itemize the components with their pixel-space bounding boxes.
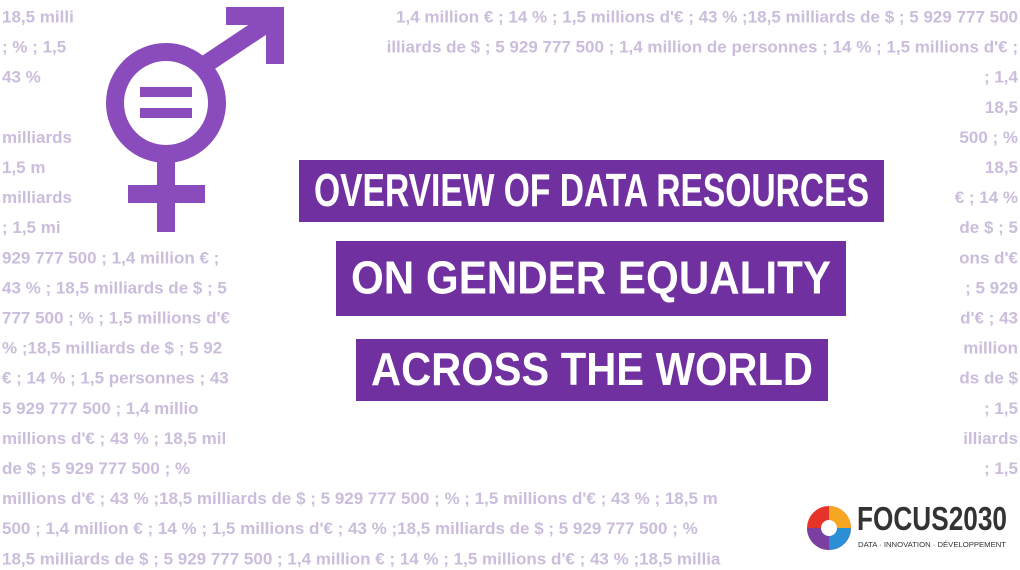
title-box [356, 339, 828, 401]
bg-text-left: 1,5 m [2, 158, 45, 177]
bg-text-left: 777 500 ; % ; 1,5 millions d'€ [2, 308, 231, 327]
bg-text-right: ; 5 929 [965, 278, 1018, 297]
bg-text-right: ; 1,5 [984, 459, 1018, 478]
bg-text-left: 18,5 milli [2, 7, 74, 26]
bg-text-right: illiards [963, 429, 1018, 448]
bg-text-left: ; 1,5 mi [2, 218, 61, 237]
bg-text-right: 1,4 million € ; 14 % ; 1,5 millions d'€ … [396, 7, 1018, 26]
bg-text-line: 500 ; 1,4 million € ; 14 % ; 1,5 million… [2, 519, 698, 538]
bg-text-line: millions d'€ ; 43 % ;18,5 milliards de $… [2, 489, 718, 508]
logo-name: FOCUS2030 [857, 500, 1007, 537]
bg-text-right: ; 1,5 [984, 399, 1018, 418]
title-line: ON GENDER EQUALITY [351, 252, 831, 304]
bg-text-right: 18,5 [985, 98, 1018, 117]
bg-text-right: 500 ; % [959, 128, 1018, 147]
title-box [336, 241, 846, 316]
bg-text-left: de $ ; 5 929 777 500 ; % [2, 459, 190, 478]
gender-equality-symbol [106, 7, 284, 232]
bg-text-right: 18,5 [985, 158, 1018, 177]
logo-tagline: DATA · INNOVATION · DÉVELOPPEMENT [858, 540, 1007, 549]
bg-text-right: d'€ ; 43 [960, 308, 1018, 327]
bg-text-right: de $ ; 5 [959, 218, 1018, 237]
bg-text-line: 18,5 milliards de $ ; 5 929 777 500 ; 1,… [2, 549, 721, 568]
bg-text-left: 929 777 500 ; 1,4 million € ; [2, 248, 219, 267]
background-text: 18,5 milli 1,4 million € ; 14 % ; 1,5 mil… [2, 7, 1019, 568]
title-box [299, 160, 884, 222]
bg-text-right: ds de $ [959, 369, 1018, 388]
title-block: OVERVIEW OF DATA RESOURCES ON GENDER EQUA… [299, 160, 884, 401]
bg-text-left: millions d'€ ; 43 % ; 18,5 mil [2, 429, 226, 448]
bg-text-left: € ; 14 % ; 1,5 personnes ; 43 [2, 369, 229, 388]
bg-text-right: € ; 14 % [955, 188, 1018, 207]
bg-text-left: 43 % [2, 68, 41, 87]
title-line: ACROSS THE WORLD [371, 343, 813, 395]
logo: FOCUS2030 DATA · INNOVATION · DÉVELOPPEM… [807, 500, 1007, 550]
bg-text-right: ons d'€ [959, 248, 1018, 267]
bg-text-left: milliards [2, 128, 72, 147]
title-line: OVERVIEW OF DATA RESOURCES [314, 164, 869, 216]
bg-text-right: million [963, 339, 1018, 358]
bg-text-left: milliards [2, 188, 72, 207]
bg-text-left: 43 % ; 18,5 milliards de $ ; 5 [2, 278, 227, 297]
bg-text-left: ; % ; 1,5 [2, 38, 66, 57]
bg-text-left: % ;18,5 milliards de $ ; 5 92 [2, 339, 222, 358]
bg-text-left: 5 929 777 500 ; 1,4 millio [2, 399, 199, 418]
bg-text-right: illiards de $ ; 5 929 777 500 ; 1,4 mill… [387, 38, 1018, 57]
bg-text-right: ; 1,4 [984, 68, 1019, 87]
